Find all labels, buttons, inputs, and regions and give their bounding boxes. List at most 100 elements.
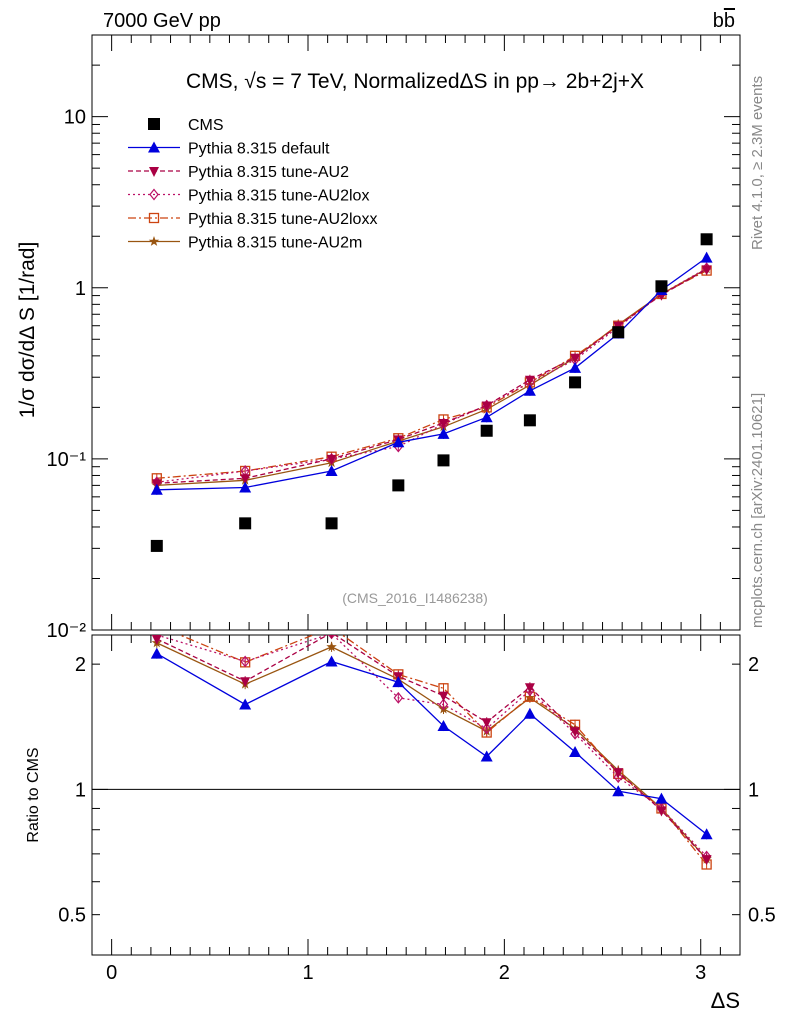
marker-au2lox	[393, 691, 404, 704]
xtick-label: 1	[302, 962, 313, 984]
marker-default	[150, 647, 163, 659]
marker-default	[437, 720, 450, 732]
marker-default	[392, 436, 405, 448]
marker-au2lox	[481, 722, 492, 735]
marker-default	[239, 481, 252, 493]
main-ytick-label: 1	[75, 278, 86, 300]
xtick-label: 3	[695, 962, 706, 984]
chart-title: CMS, √s = 7 TeV, NormalizedΔS in pp→ 2b+…	[186, 70, 644, 93]
marker-data	[523, 414, 536, 427]
marker-default	[523, 707, 536, 719]
marker-default	[325, 464, 338, 476]
marker-data	[569, 376, 582, 389]
marker-au2lox	[240, 655, 250, 668]
mcplots-label: mcplots.cern.ch [arXiv:2401.10621]	[749, 393, 766, 628]
ratio-ytick-label: 1	[75, 779, 86, 801]
series-line-au2m	[156, 642, 708, 860]
marker-data	[437, 454, 450, 467]
y-axis-label: 1/σ dσ/dΔ S [1/rad]	[16, 242, 39, 419]
marker-au2lox	[613, 771, 624, 784]
series-line-au2	[156, 635, 708, 860]
ratio-panel: 0.5 0.5 1 1 2 2 0 1 2 3 Ratio to CMS ΔS	[25, 623, 776, 1013]
ratio-series-group	[150, 623, 713, 870]
marker-au2loxx	[327, 623, 336, 632]
marker-au2	[570, 727, 581, 738]
ratio-ytick-label: 0.5	[58, 905, 86, 927]
header-bbar: b	[724, 10, 735, 32]
marker-default	[325, 655, 338, 667]
marker-au2	[149, 167, 159, 177]
marker-au2lox	[525, 684, 535, 697]
marker-au2	[438, 419, 449, 430]
legend-label-au2m: Pythia 8.315 tune-AU2m	[188, 235, 362, 252]
main-ytick-label: 10⁻¹	[47, 449, 87, 471]
series-line-au2loxx	[178, 635, 708, 865]
marker-au2lox	[149, 188, 159, 201]
ratio-ytick-label-right: 2	[748, 654, 759, 676]
marker-au2loxx	[148, 212, 160, 224]
marker-default	[700, 828, 713, 840]
main-ytick-label: 10	[64, 107, 86, 129]
series-line-au2lox	[156, 267, 707, 483]
marker-au2	[524, 683, 535, 694]
series-line-au2m	[156, 268, 707, 487]
marker-default	[150, 483, 163, 495]
marker-au2	[613, 768, 624, 779]
marker-au2	[570, 353, 581, 364]
marker-default	[612, 785, 625, 797]
marker-default	[392, 676, 405, 688]
marker-au2	[151, 635, 162, 645]
ratio-ytick-label-right: 0.5	[748, 905, 776, 927]
marker-au2	[481, 401, 492, 412]
series-line-default	[156, 653, 708, 835]
marker-default	[437, 427, 450, 439]
marker-default	[148, 141, 160, 153]
marker-data	[612, 326, 625, 339]
xtick-label: 0	[106, 962, 117, 984]
series-line-default	[156, 257, 707, 491]
analysis-watermark: (CMS_2016_I1486238)	[342, 590, 488, 606]
marker-au2	[656, 806, 667, 817]
legend-label-au2lox: Pythia 8.315 tune-AU2lox	[188, 188, 369, 205]
main-frame	[91, 34, 741, 631]
marker-data	[480, 424, 493, 437]
marker-au2	[524, 375, 535, 386]
marker-au2m	[148, 236, 160, 246]
marker-au2	[326, 454, 337, 465]
ratio-frame	[91, 634, 741, 956]
series-line-au2loxx	[156, 270, 707, 479]
marker-au2	[701, 855, 712, 866]
header-right-label: bb	[713, 10, 735, 32]
legend-label-au2: Pythia 8.315 tune-AU2	[188, 164, 349, 181]
header-left-label: 7000 GeV pp	[103, 10, 221, 32]
marker-au2lox	[438, 698, 449, 711]
ratio-y-axis-label: Ratio to CMS	[25, 747, 42, 842]
marker-au2	[481, 718, 492, 729]
xtick-label: 2	[499, 962, 510, 984]
marker-data	[325, 517, 338, 530]
legend-label-data: CMS	[188, 117, 224, 134]
legend-label-default: Pythia 8.315 default	[188, 141, 330, 158]
legend-label-au2loxx: Pythia 8.315 tune-AU2loxx	[188, 211, 377, 228]
marker-default	[569, 745, 582, 757]
marker-default	[655, 792, 668, 804]
marker-default	[480, 750, 493, 762]
header-b: b	[713, 10, 724, 32]
marker-default	[239, 698, 252, 710]
marker-data	[239, 517, 252, 530]
marker-default	[569, 361, 582, 373]
legend: CMS Pythia 8.315 default Pythia 8.315 tune…	[128, 117, 377, 252]
marker-au2	[240, 474, 251, 485]
marker-au2	[701, 265, 712, 276]
main-panel: 10⁻² 10⁻¹ 1 10 CMS, √s = 7 TeV, NormalizedΔS…	[16, 34, 741, 642]
marker-data	[700, 233, 713, 246]
marker-au2	[438, 691, 449, 702]
marker-data	[392, 479, 405, 492]
marker-default	[700, 251, 713, 263]
marker-au2	[240, 677, 251, 688]
marker-default	[523, 384, 536, 396]
marker-data	[150, 539, 163, 552]
marker-data	[655, 280, 668, 293]
series-line-au2lox	[156, 635, 708, 857]
